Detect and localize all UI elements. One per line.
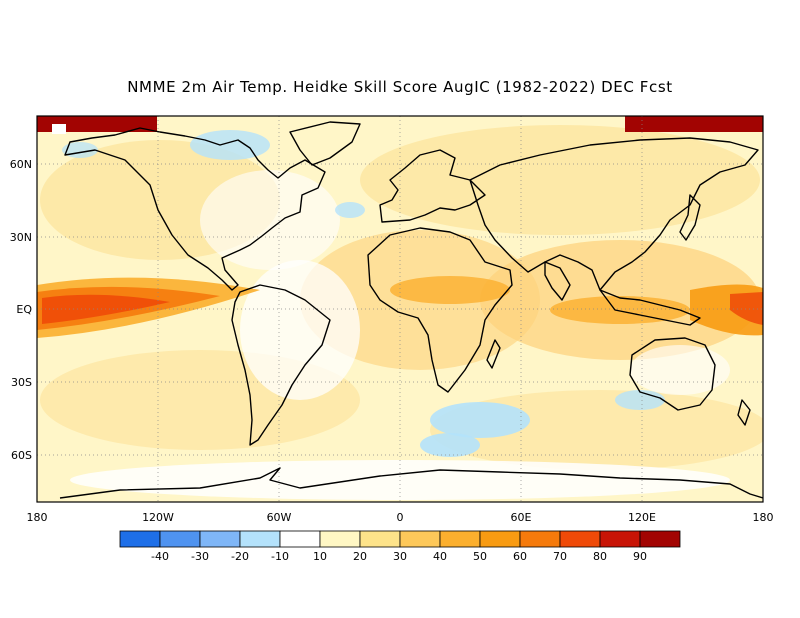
colorbar-tick-label: 70 [553,550,567,563]
colorbar-tick-label: 30 [393,550,407,563]
colorbar-tick-label: -40 [151,550,169,563]
colorbar-tick-label: 20 [353,550,367,563]
europe-coast [379,149,486,223]
field-blue-sind [615,390,665,410]
colorbar-tick-label: 10 [313,550,327,563]
lon-label-120e: 120E [628,511,656,524]
lon-labels: 180 120W 60W 0 60E 120E 180 [27,511,774,524]
colorbar-tick-label: 90 [633,550,647,563]
africa-coast [367,227,513,393]
colorbar-bin-11 [559,530,601,548]
south-america-coast [231,284,331,446]
colorbar-bin-4 [279,530,321,548]
japan-coast [679,194,701,241]
colorbar-bin-8 [439,530,481,548]
lon-label-120w: 120W [142,511,174,524]
field-blue-satlantic [430,402,530,438]
australia-coast [629,337,716,411]
map-frame [36,115,764,503]
madagascar-coast [486,339,501,369]
field-white-australia [630,345,730,395]
north-america-coast [64,127,326,291]
colorbar-bin-10 [519,530,561,548]
field-indian-eq [550,296,690,324]
colorbar-tick-label: 60 [513,550,527,563]
map-title: NMME 2m Air Temp. Heidke Skill Score Aug… [127,78,673,96]
field-patch-eurasia [360,125,760,235]
india-coast [544,261,571,301]
field-arctic-east [625,116,763,132]
lat-label-30s: 30S [11,376,32,389]
colorbar: -40 -30 -20 -10 10 20 30 40 50 60 70 80 90 [119,530,681,563]
lat-label-eq: EQ [16,303,32,316]
new-zealand-coast [737,399,751,426]
greenland-coast [289,121,361,166]
colorbar-bin-12 [599,530,641,548]
colorbar-tick-label: -30 [191,550,209,563]
colorbar-tick-label: 40 [433,550,447,563]
field-arctic-gap [52,124,66,134]
colorbar-bin-6 [359,530,401,548]
coastlines [59,121,764,499]
colorbar-tick-label: 80 [593,550,607,563]
field-blue-natl [335,202,365,218]
lat-label-60n: 60N [10,158,32,171]
lon-label-180-right: 180 [753,511,774,524]
field-sahel [390,276,510,304]
lon-label-60w: 60W [267,511,292,524]
lon-label-180-left: 180 [27,511,48,524]
field-wpac-inner [730,292,763,325]
colorbar-bin-1 [159,530,201,548]
colorbar-bin-7 [399,530,441,548]
colorbar-tick-label: -20 [231,550,249,563]
asia-coast [469,137,759,291]
antarctica-coast [59,467,764,499]
colorbar-bin-3 [239,530,281,548]
colorbar-bin-0 [119,530,161,548]
field-blue-satlantic2 [420,433,480,457]
colorbar-bin-13 [639,530,681,548]
field-arctic-west [37,116,157,132]
lat-labels: 60N 30N EQ 30S 60S [10,158,33,462]
skill-field [37,116,763,502]
lat-label-60s: 60S [11,449,32,462]
field-enso-inner [42,294,170,324]
colorbar-tick-label: -10 [271,550,289,563]
field-white-namerica [200,170,340,270]
colorbar-bin-5 [319,530,361,548]
graticule [37,116,763,502]
colorbar-tick-label: 50 [473,550,487,563]
maritime-continent-coast [599,289,701,326]
colorbar-bin-2 [199,530,241,548]
lon-label-0: 0 [397,511,404,524]
colorbar-bin-9 [479,530,521,548]
field-white-samerica [240,260,360,400]
field-blue-canada [190,130,270,160]
lon-label-60e: 60E [511,511,532,524]
lat-label-30n: 30N [10,231,32,244]
